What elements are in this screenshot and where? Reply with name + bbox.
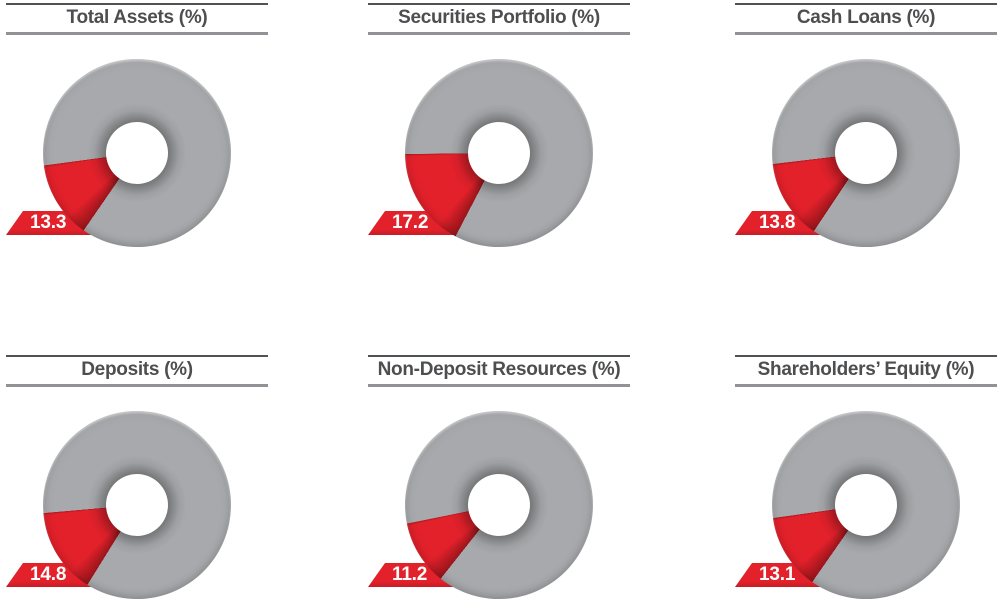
- chart-area: 17.2: [368, 35, 630, 301]
- chart-panel-shareholders-equity: Shareholders’ Equity (%) 13.1: [735, 352, 997, 615]
- donut-hole: [835, 474, 897, 536]
- donut-chart: [772, 411, 960, 599]
- donut-chart: [772, 59, 960, 247]
- donut-hole: [106, 122, 168, 184]
- chart-area: 11.2: [368, 387, 630, 615]
- chart-panel-securities-portfolio: Securities Portfolio (%) 17.2: [368, 0, 630, 300]
- chart-area: 14.8: [6, 387, 268, 615]
- chart-title-bar: Shareholders’ Equity (%): [735, 355, 997, 387]
- value-label: 13.3: [30, 212, 67, 233]
- donut-chart: [405, 59, 593, 247]
- chart-panel-non-deposit-resources: Non-Deposit Resources (%) 11.2: [368, 352, 630, 615]
- donut-hole: [468, 474, 530, 536]
- chart-title: Securities Portfolio (%): [398, 7, 600, 28]
- value-label: 13.1: [759, 564, 796, 585]
- value-label: 17.2: [392, 212, 429, 233]
- chart-area: 13.8: [735, 35, 997, 301]
- chart-title: Non-Deposit Resources (%): [377, 359, 621, 380]
- value-label: 14.8: [30, 564, 67, 585]
- chart-area: 13.3: [6, 35, 268, 301]
- chart-title: Total Assets (%): [66, 7, 208, 28]
- chart-title: Cash Loans (%): [796, 7, 936, 28]
- chart-title: Deposits (%): [81, 359, 193, 380]
- chart-panel-total-assets: Total Assets (%) 13.3: [6, 0, 268, 300]
- donut-chart: [405, 411, 593, 599]
- chart-title-bar: Non-Deposit Resources (%): [368, 355, 630, 387]
- value-label: 13.8: [759, 212, 796, 233]
- chart-title-bar: Cash Loans (%): [735, 3, 997, 35]
- chart-title: Shareholders’ Equity (%): [757, 359, 975, 380]
- chart-title-bar: Securities Portfolio (%): [368, 3, 630, 35]
- donut-chart: [43, 59, 231, 247]
- chart-area: 13.1: [735, 387, 997, 615]
- donut-chart: [43, 411, 231, 599]
- chart-panel-cash-loans: Cash Loans (%) 13.8: [735, 0, 997, 300]
- chart-title-bar: Deposits (%): [6, 355, 268, 387]
- donut-hole: [106, 474, 168, 536]
- chart-panel-deposits: Deposits (%) 14.8: [6, 352, 268, 615]
- donut-hole: [468, 122, 530, 184]
- value-label: 11.2: [392, 564, 428, 585]
- chart-title-bar: Total Assets (%): [6, 3, 268, 35]
- donut-hole: [835, 122, 897, 184]
